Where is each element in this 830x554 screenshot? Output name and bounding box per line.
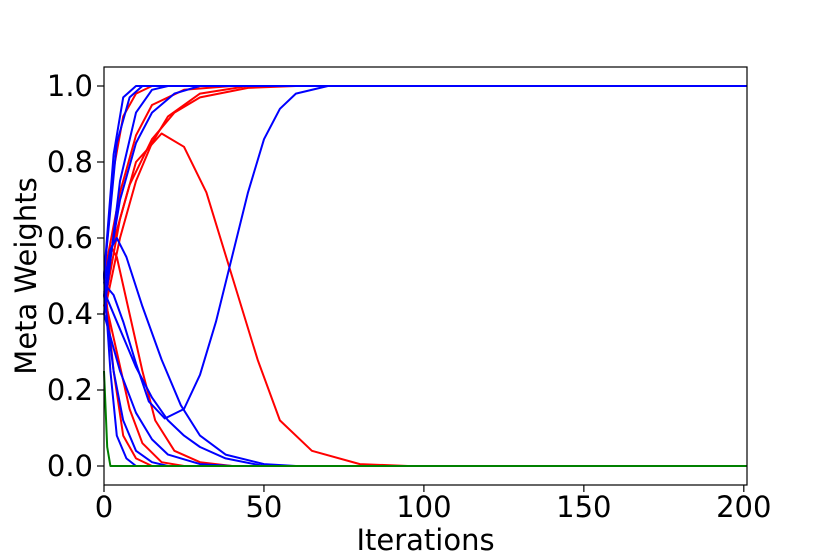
y-axis-label: Meta Weights (9, 177, 43, 374)
y-tick-label: 0.6 (47, 221, 93, 255)
x-tick-label: 100 (396, 490, 451, 524)
series-line-green-19 (103, 370, 747, 467)
y-tick-label: 0.4 (47, 297, 93, 331)
series-line-blue-13 (103, 85, 747, 420)
x-tick-label: 150 (556, 490, 611, 524)
y-tick-label: 1.0 (47, 69, 93, 103)
plot-lines (103, 85, 747, 467)
x-tick-label: 0 (95, 490, 113, 524)
x-axis-ticks: 0 50 100 150 200 (95, 485, 771, 524)
y-tick-label: 0.2 (47, 373, 93, 407)
y-axis-ticks: 0.0 0.2 0.4 0.6 0.8 1.0 (47, 69, 104, 483)
x-tick-label: 50 (245, 490, 282, 524)
series-line-blue-15 (103, 290, 747, 467)
y-tick-label: 0.0 (47, 449, 93, 483)
series-line-red-4 (103, 85, 747, 315)
x-axis-label: Iterations (356, 523, 494, 554)
series-line-red-5 (103, 132, 747, 467)
plot-frame (103, 66, 748, 486)
y-tick-label: 0.8 (47, 145, 93, 179)
series-line-blue-14 (103, 237, 747, 467)
x-tick-label: 200 (716, 490, 771, 524)
series-line-blue-12 (103, 85, 747, 296)
